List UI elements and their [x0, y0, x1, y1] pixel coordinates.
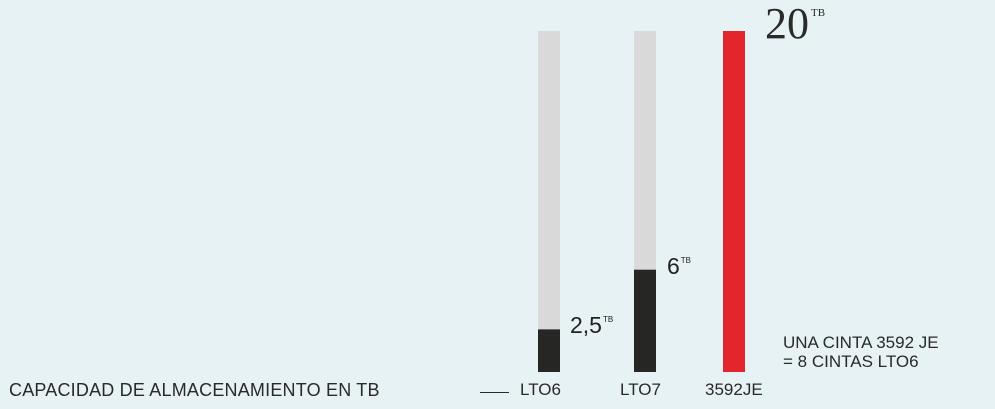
bar-3592je — [723, 31, 745, 372]
value-number-3592je: 20 — [765, 0, 809, 48]
tick-label-lto6: LTO6 — [520, 380, 561, 399]
tick-label-3592je: 3592JE — [705, 380, 763, 399]
comparison-note: UNA CINTA 3592 JE = 8 CINTAS LTO6 — [783, 333, 939, 371]
chart-caption: CAPACIDAD DE ALMACENAMIENTO EN TB — [9, 380, 380, 400]
bar-lto7 — [634, 269, 656, 372]
unit-label-lto7: TB — [680, 256, 692, 265]
value-label-lto6: 2,5TB — [570, 312, 613, 339]
unit-label-3592je: TB — [811, 7, 826, 19]
value-label-lto7: 6TB — [667, 253, 691, 280]
value-label-3592je: 20 TB — [765, 0, 825, 49]
tick-label-lto7: LTO7 — [620, 380, 661, 399]
comparison-note-line-1: UNA CINTA 3592 JE — [783, 333, 939, 352]
caption-rule — [480, 392, 509, 393]
bar-track-lto6 — [538, 31, 560, 372]
value-number-lto6: 2,5 — [570, 312, 602, 338]
comparison-note-line-2: = 8 CINTAS LTO6 — [783, 352, 919, 371]
value-number-lto7: 6 — [667, 253, 680, 279]
unit-label-lto6: TB — [602, 315, 614, 324]
bar-lto6 — [538, 329, 560, 372]
